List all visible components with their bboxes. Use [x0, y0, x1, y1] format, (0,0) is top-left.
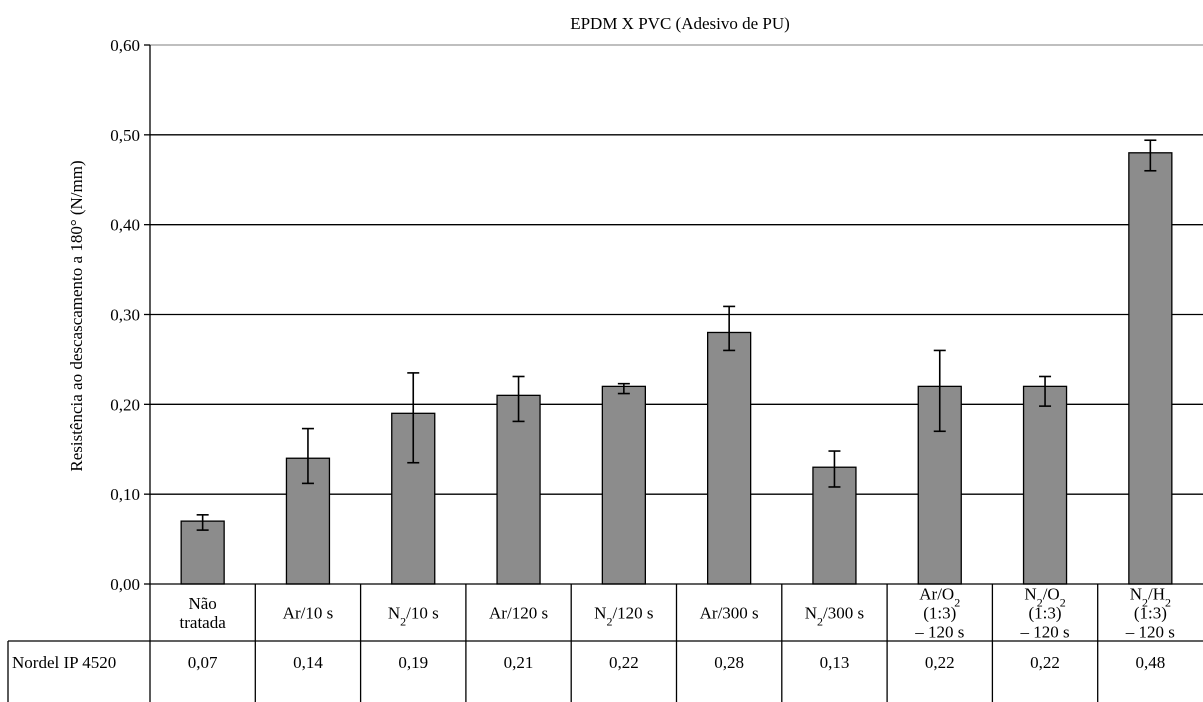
bar — [707, 331, 752, 585]
data-value-label: 0,13 — [820, 653, 850, 672]
x-category-label: (1:3) — [1029, 604, 1062, 623]
y-axis: 0,00 0,10 0,20 0,30 0,40 0,50 0,60 — [110, 36, 151, 594]
x-category-label: Não — [188, 594, 216, 613]
bar — [496, 394, 541, 585]
x-category-label: N2/O2 — [1024, 585, 1065, 610]
x-category-label: N2/10 s — [388, 604, 439, 629]
x-category-label: N2/120 s — [594, 604, 653, 629]
series-name: Nordel IP 4520 — [12, 653, 116, 672]
error-bars — [196, 139, 1157, 531]
data-value-label: 0,19 — [398, 653, 428, 672]
x-category-label: – 120 s — [1125, 623, 1175, 642]
chart-title: EPDM X PVC (Adesivo de PU) — [570, 14, 790, 33]
data-value-label: 0,14 — [293, 653, 323, 672]
x-category-label: – 120 s — [914, 623, 964, 642]
x-category-label: Ar/O2 — [919, 585, 960, 610]
bar — [1022, 385, 1068, 585]
data-value-label: 0,07 — [188, 653, 218, 672]
y-tick-label: 0,50 — [110, 126, 140, 145]
y-tick-label: 0,10 — [110, 485, 140, 504]
y-tick-label: 0,40 — [110, 216, 140, 235]
bar — [601, 385, 646, 585]
bar — [1128, 152, 1173, 585]
y-tick-label: 0,00 — [110, 575, 140, 594]
data-value-label: 0,22 — [609, 653, 639, 672]
x-category-label: (1:3) — [1134, 604, 1167, 623]
x-category-label: N2/H2 — [1130, 585, 1171, 610]
y-tick-label: 0,60 — [110, 36, 140, 55]
x-category-label: Ar/300 s — [700, 604, 759, 623]
y-tick-label: 0,30 — [110, 306, 140, 325]
y-axis-label: Resistência ao descascamento a 180° (N/m… — [67, 160, 86, 471]
x-category-label: Ar/120 s — [489, 604, 548, 623]
data-value-label: 0,22 — [1030, 653, 1060, 672]
x-category-label: Ar/10 s — [283, 604, 334, 623]
x-category-label: N2/300 s — [805, 604, 864, 629]
data-value-label: 0,28 — [714, 653, 744, 672]
x-category-label: tratada — [180, 613, 227, 632]
x-category-label: – 120 s — [1019, 623, 1069, 642]
y-tick-label: 0,20 — [110, 395, 140, 414]
data-value-label: 0,21 — [504, 653, 534, 672]
x-category-label: (1:3) — [923, 604, 956, 623]
data-value-label: 0,48 — [1135, 653, 1165, 672]
bars — [180, 152, 1173, 585]
data-value-label: 0,22 — [925, 653, 955, 672]
